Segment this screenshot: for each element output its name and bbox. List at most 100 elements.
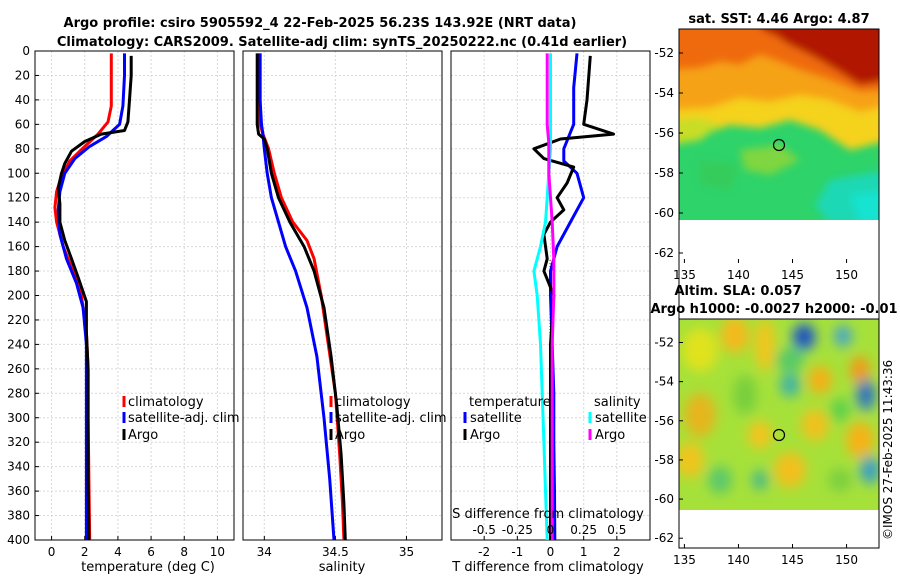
- series-line-temperature-satellite: [549, 53, 586, 541]
- temperature-profile-panel: 0 2 4 6 8 10 0 20 40 60 80 100 120 140 160 180 200 220 24…: [7, 44, 240, 575]
- map-x-tick-label: 145: [781, 268, 804, 282]
- map-x-tick-label: 150: [835, 268, 858, 282]
- series-line-argo: [56, 55, 133, 541]
- y-tick-label: 80: [15, 142, 30, 156]
- map-y-tick-label: -52: [654, 46, 674, 60]
- legend-label-argo: Argo: [128, 428, 158, 443]
- y-tick-label: 240: [7, 337, 30, 351]
- y-tick-label: 120: [7, 191, 30, 205]
- difference-legend: temperature salinity satellite Argo sate…: [463, 395, 647, 443]
- map-y-tick-label: -62: [654, 246, 674, 260]
- s-diff-tick-label: -0.5: [472, 523, 495, 537]
- x-tick-label: 2: [81, 545, 89, 559]
- x-tick-label: -1: [511, 545, 523, 559]
- legend-title-salinity: salinity: [594, 395, 641, 410]
- legend-title-temperature: temperature: [469, 395, 551, 410]
- x-tick-label: 0: [547, 545, 555, 559]
- y-tick-label: 20: [15, 68, 30, 82]
- map-x-tick-label: 135: [673, 553, 696, 567]
- legend-label-climatology: climatology: [128, 395, 204, 410]
- sst-heatmap: [679, 29, 879, 220]
- t-difference-xlabel: T difference from climatology: [451, 560, 644, 575]
- x-tick-label: 2: [613, 545, 621, 559]
- s-difference-label: S difference from climatology: [452, 507, 644, 522]
- sla-map-title-line1: Altim. SLA: 0.057: [675, 284, 802, 299]
- y-tick-label: 260: [7, 362, 30, 376]
- series-line-salinity-argo: [545, 53, 556, 540]
- map-y-tick-label: -54: [654, 375, 674, 389]
- x-tick-label: 1: [580, 545, 588, 559]
- map-y-tick-label: -56: [654, 414, 674, 428]
- sla-map-panel: Altim. SLA: 0.057 Argo h1000: -0.0027 h2…: [650, 284, 897, 567]
- temperature-xlabel: temperature (deg C): [81, 560, 215, 575]
- salinity-profile-panel: 34 34.5 35 salinity climatology satellite-…: [242, 50, 447, 575]
- x-tick-label: 35: [399, 545, 414, 559]
- legend-label-temp-argo: Argo: [470, 428, 500, 443]
- difference-profile-panel: -2 -1 0 1 2 -0.5 -0.25 0 0.25 0.5 S difference f…: [450, 50, 651, 575]
- map-y-tick-label: -56: [654, 126, 674, 140]
- y-tick-label: 200: [7, 289, 30, 303]
- sst-map-title: sat. SST: 4.46 Argo: 4.87: [688, 12, 869, 27]
- sla-map-title-line2: Argo h1000: -0.0027 h2000: -0.01: [650, 302, 897, 317]
- s-diff-tick-label: 0.25: [570, 523, 597, 537]
- map-y-tick-label: -60: [654, 492, 674, 506]
- x-tick-label: 10: [210, 545, 225, 559]
- y-tick-label: 140: [7, 215, 30, 229]
- salinity-legend: climatology satellite-adj. clim Argo: [329, 395, 447, 443]
- s-diff-tick-label: -0.25: [502, 523, 533, 537]
- legend-label-satellite: satellite-adj. clim: [335, 411, 447, 426]
- imos-watermark: ©IMOS 27-Feb-2025 11:43:36: [881, 360, 895, 540]
- legend-label-climatology: climatology: [335, 395, 411, 410]
- x-tick-label: 4: [114, 545, 122, 559]
- map-y-tick-label: -58: [654, 166, 674, 180]
- map-y-tick-label: -60: [654, 206, 674, 220]
- y-tick-label: 100: [7, 166, 30, 180]
- x-tick-label: 8: [180, 545, 188, 559]
- y-tick-label: 340: [7, 460, 30, 474]
- y-tick-label: 160: [7, 240, 30, 254]
- s-diff-tick-label: 0.5: [607, 523, 626, 537]
- x-tick-label: 34.5: [322, 545, 349, 559]
- sla-map-frame: [678, 318, 880, 549]
- x-tick-label: 0: [48, 545, 56, 559]
- y-tick-label: 280: [7, 386, 30, 400]
- legend-label-sal-argo: Argo: [595, 428, 625, 443]
- legend-label-temp-satellite: satellite: [470, 411, 522, 426]
- argo-location-marker: [772, 138, 786, 152]
- x-tick-label: -2: [478, 545, 490, 559]
- map-x-tick-label: 135: [673, 268, 696, 282]
- y-tick-label: 320: [7, 435, 30, 449]
- main-title-line1: Argo profile: csiro 5905592_4 22-Feb-202…: [64, 16, 577, 31]
- y-tick-label: 300: [7, 411, 30, 425]
- argo-location-marker: [772, 428, 786, 442]
- y-tick-label: 40: [15, 93, 30, 107]
- x-tick-label: 34: [257, 545, 272, 559]
- main-title-line2: Climatology: CARS2009. Satellite-adj cli…: [57, 35, 627, 50]
- y-tick-label: 220: [7, 313, 30, 327]
- legend-label-satellite: satellite-adj. clim: [128, 411, 240, 426]
- y-tick-label: 0: [22, 44, 30, 58]
- map-x-tick-label: 145: [781, 553, 804, 567]
- map-y-tick-label: -58: [654, 453, 674, 467]
- y-tick-label: 180: [7, 264, 30, 278]
- sst-map-panel: sat. SST: 4.46 Argo: 4.87 135 140 145 1: [654, 12, 880, 549]
- y-tick-label: 60: [15, 117, 30, 131]
- salinity-xlabel: salinity: [319, 560, 366, 575]
- sla-heatmap: [679, 319, 879, 510]
- s-diff-tick-label: 0: [547, 523, 555, 537]
- temperature-legend: climatology satellite-adj. clim Argo: [122, 395, 240, 443]
- series-line-satellite-adj-clim: [258, 53, 336, 541]
- x-tick-label: 6: [147, 545, 155, 559]
- y-tick-label: 400: [7, 533, 30, 547]
- map-y-tick-label: -52: [654, 335, 674, 349]
- series-line-argo: [255, 53, 347, 541]
- legend-label-argo: Argo: [335, 428, 365, 443]
- y-tick-label: 380: [7, 509, 30, 523]
- map-x-tick-label: 140: [727, 553, 750, 567]
- map-x-tick-label: 150: [835, 553, 858, 567]
- map-y-tick-label: -62: [654, 531, 674, 545]
- map-y-tick-label: -54: [654, 86, 674, 100]
- map-x-tick-label: 140: [727, 268, 750, 282]
- y-tick-label: 360: [7, 484, 30, 498]
- legend-label-sal-satellite: satellite: [595, 411, 647, 426]
